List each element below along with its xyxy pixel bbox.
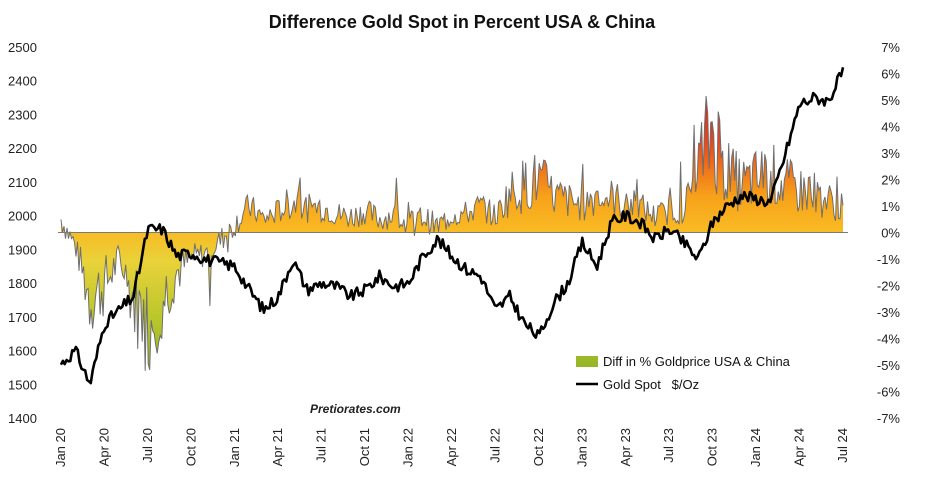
right-tick-label: -4% [877,332,901,347]
x-tick-label: Jul 20 [140,428,155,463]
x-tick-label: Jan 24 [748,428,763,467]
right-tick-label: 0% [881,226,900,241]
chart-title: Difference Gold Spot in Percent USA & Ch… [269,12,656,32]
diff-area-series [60,95,844,371]
x-tick-label: Jan 21 [227,428,242,467]
x-tick-label: Apr 20 [96,428,111,466]
right-tick-label: -2% [877,279,901,294]
diff-area-fill [61,96,843,371]
left-axis: 1400 1500 1600 1700 1800 1900 2000 2100 2200 2300… [8,40,37,426]
right-tick-label: 5% [881,93,900,108]
x-tick-label: Apr 24 [792,428,807,466]
left-tick-label: 1400 [8,411,37,426]
x-tick-label: Jul 22 [487,428,502,463]
right-tick-label: 1% [881,199,900,214]
legend: Diff in % Goldprice USA & China Gold Spo… [576,354,791,392]
x-tick-label: Oct 22 [531,428,546,466]
left-tick-label: 2300 [8,107,37,122]
left-tick-label: 2500 [8,40,37,55]
right-axis: 7% 6% 5% 4% 3% 2% 1% 0% -1% -2% -3% -4% -5% -6% -7% [877,40,901,426]
right-tick-label: -1% [877,252,901,267]
right-tick-label: -3% [877,305,901,320]
left-tick-label: 2200 [8,141,37,156]
x-tick-label: Oct 20 [183,428,198,466]
x-axis: Jan 20 Apr 20 Jul 20 Oct 20 Jan 21 Apr 21 Jul … [53,428,850,467]
right-tick-label: -6% [877,385,901,400]
right-tick-label: 6% [881,67,900,82]
right-tick-label: 3% [881,146,900,161]
right-tick-label: 4% [881,120,900,135]
watermark: Pretiorates.com [310,402,401,416]
gold-spot-line-series [59,67,845,385]
diff-area-outline [60,95,844,371]
x-tick-label: Oct 21 [357,428,372,466]
x-tick-label: Jan 22 [401,428,416,467]
x-tick-label: Jul 24 [835,428,850,463]
right-tick-label: -5% [877,358,901,373]
legend-label-diff: Diff in % Goldprice USA & China [603,354,791,369]
gold-spot-line [59,67,845,385]
left-tick-label: 1500 [8,377,37,392]
x-tick-label: Apr 21 [270,428,285,466]
left-tick-label: 1900 [8,242,37,257]
x-tick-label: Apr 23 [618,428,633,466]
x-tick-label: Jan 20 [53,428,68,467]
left-tick-label: 2100 [8,175,37,190]
left-tick-label: 2400 [8,74,37,89]
legend-swatch-diff [576,356,598,367]
right-tick-label: 2% [881,173,900,188]
left-tick-label: 1700 [8,310,37,325]
x-tick-label: Jul 21 [314,428,329,463]
x-tick-label: Jul 23 [661,428,676,463]
x-tick-label: Jan 23 [574,428,589,467]
x-tick-label: Oct 23 [705,428,720,466]
left-tick-label: 1800 [8,276,37,291]
x-tick-label: Apr 22 [444,428,459,466]
right-tick-label: -7% [877,411,901,426]
left-tick-label: 2000 [8,209,37,224]
right-tick-label: 7% [881,40,900,55]
left-tick-label: 1600 [8,344,37,359]
legend-label-gold: Gold Spot $/Oz [603,377,699,392]
